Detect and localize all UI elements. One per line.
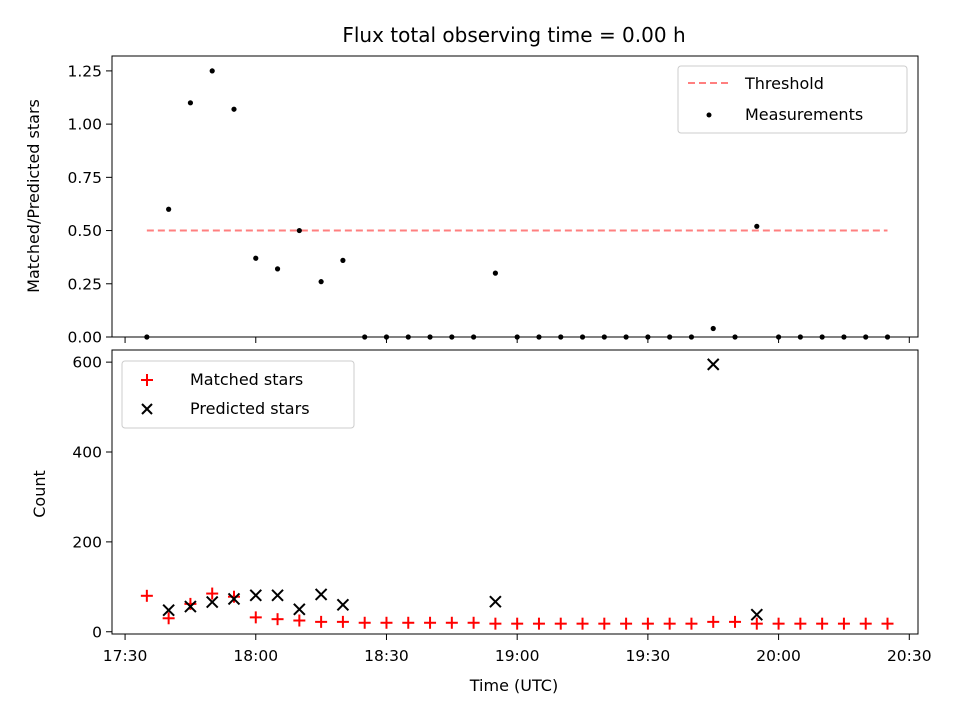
legend-measurements-label: Measurements	[745, 105, 863, 124]
count-legend-box	[121, 360, 355, 429]
chart-title: Flux total observing time = 0.00 h	[342, 23, 685, 47]
measurement-point	[253, 255, 259, 261]
count-series	[140, 358, 894, 630]
predicted-star-point	[293, 603, 306, 616]
matched-star-point	[816, 617, 829, 630]
count-axis-ticks: 0 200 400 600 17:30 18:00 18:30 19:00 19:30 20:00…	[72, 354, 931, 665]
matched-star-point	[293, 614, 306, 627]
time-x-tick-label: 20:00	[756, 647, 801, 665]
count-y-tick-label: 400	[72, 444, 102, 462]
predicted-star-point	[205, 595, 219, 609]
measurement-point	[492, 270, 498, 276]
matched-star-point	[598, 617, 611, 630]
matched-star-point	[227, 590, 240, 603]
legend-threshold-label: Threshold	[744, 74, 824, 93]
ratio-legend-box	[677, 65, 908, 134]
matched-star-point	[772, 617, 785, 630]
predicted-star-point	[271, 589, 284, 602]
time-x-tick-label: 19:00	[495, 647, 540, 665]
matched-star-point	[271, 613, 284, 626]
matched-star-point	[750, 617, 763, 630]
measurement-point	[209, 68, 215, 74]
matched-star-point	[707, 615, 720, 628]
measurements-series	[144, 68, 891, 340]
time-x-tick-label: 17:30	[103, 647, 148, 665]
time-x-tick-label: 19:30	[626, 647, 671, 665]
measurement-point	[231, 106, 237, 112]
measurement-point	[710, 325, 716, 332]
count-panel: Count Time (UTC) 0 200 400 600 17:30 18:00 18:…	[30, 349, 932, 695]
matched-star-point	[620, 617, 633, 630]
ratio-y-tick-label: 1.25	[67, 62, 102, 80]
predicted-star-point	[184, 600, 197, 613]
count-legend: Matched stars Predicted stars	[121, 360, 355, 429]
matched-star-point	[576, 617, 589, 630]
predicted-star-point	[707, 358, 720, 371]
count-plot-frame	[111, 349, 919, 635]
legend-matched-label: Matched stars	[190, 370, 303, 389]
ratio-y-tick-label: 0.75	[67, 169, 102, 187]
matched-star-point	[837, 617, 850, 630]
matched-star-point	[336, 615, 349, 628]
time-x-tick-label: 20:30	[887, 647, 932, 665]
predicted-star-point	[336, 598, 350, 611]
ratio-y-axis-label: Matched/Predicted stars	[24, 99, 43, 293]
matched-star-point	[663, 617, 676, 630]
predicted-star-point	[314, 588, 328, 601]
time-x-axis-label: Time (UTC)	[469, 676, 558, 695]
legend-predicted-swatch	[141, 403, 153, 415]
measurement-point	[340, 257, 346, 263]
predicted-star-point	[162, 603, 175, 617]
measurement-point	[187, 100, 194, 106]
matched-star-point	[641, 617, 654, 630]
matched-star-point	[532, 617, 545, 630]
ratio-y-tick-label: 0.00	[67, 329, 102, 347]
matched-star-point	[380, 616, 393, 629]
matched-star-point	[685, 617, 698, 630]
legend-predicted-label: Predicted stars	[190, 399, 310, 418]
matched-star-point	[511, 617, 524, 630]
ratio-y-tick-label: 0.50	[67, 222, 102, 240]
predicted-star-point	[489, 595, 502, 608]
matched-star-point	[315, 615, 328, 628]
matched-star-point	[402, 616, 415, 629]
matched-star-point	[729, 615, 742, 628]
ratio-axis-ticks: 0.00 0.25 0.50 0.75 1.00 1.25	[67, 62, 910, 347]
matched-star-point	[445, 616, 458, 629]
predicted-star-point	[227, 592, 241, 606]
predicted-star-point	[249, 589, 262, 602]
count-y-tick-label: 200	[72, 533, 102, 551]
ratio-legend: Threshold Measurements	[677, 65, 908, 134]
time-x-tick-label: 18:00	[233, 647, 278, 665]
matched-star-point	[554, 617, 567, 630]
matched-star-point	[859, 617, 872, 630]
count-y-tick-label: 0	[92, 623, 102, 641]
matched-star-point	[358, 616, 371, 629]
ratio-plot-frame	[111, 55, 919, 338]
matched-star-point	[467, 616, 480, 629]
count-y-tick-label: 600	[72, 354, 102, 372]
ratio-y-tick-label: 1.00	[67, 116, 102, 134]
legend-measurements-swatch	[706, 112, 712, 118]
matched-star-point	[249, 611, 262, 624]
matched-star-point	[794, 617, 807, 630]
ratio-panel: Flux total observing time = 0.00 h Match…	[24, 23, 919, 347]
measurement-point	[166, 206, 172, 212]
matched-star-point	[489, 617, 502, 630]
count-y-axis-label: Count	[30, 470, 49, 518]
measurement-point	[296, 227, 302, 234]
measurement-point	[274, 266, 281, 272]
predicted-star-point	[750, 608, 764, 621]
matched-star-point	[162, 612, 175, 625]
matched-star-point	[881, 617, 894, 630]
legend-matched-swatch	[141, 374, 153, 386]
measurement-point	[318, 279, 324, 285]
ratio-y-tick-label: 0.25	[67, 275, 102, 293]
matched-star-point	[140, 589, 153, 602]
measurement-point	[754, 223, 760, 229]
time-x-tick-label: 18:30	[364, 647, 409, 665]
matched-star-point	[424, 616, 437, 629]
matched-star-point	[206, 587, 219, 600]
